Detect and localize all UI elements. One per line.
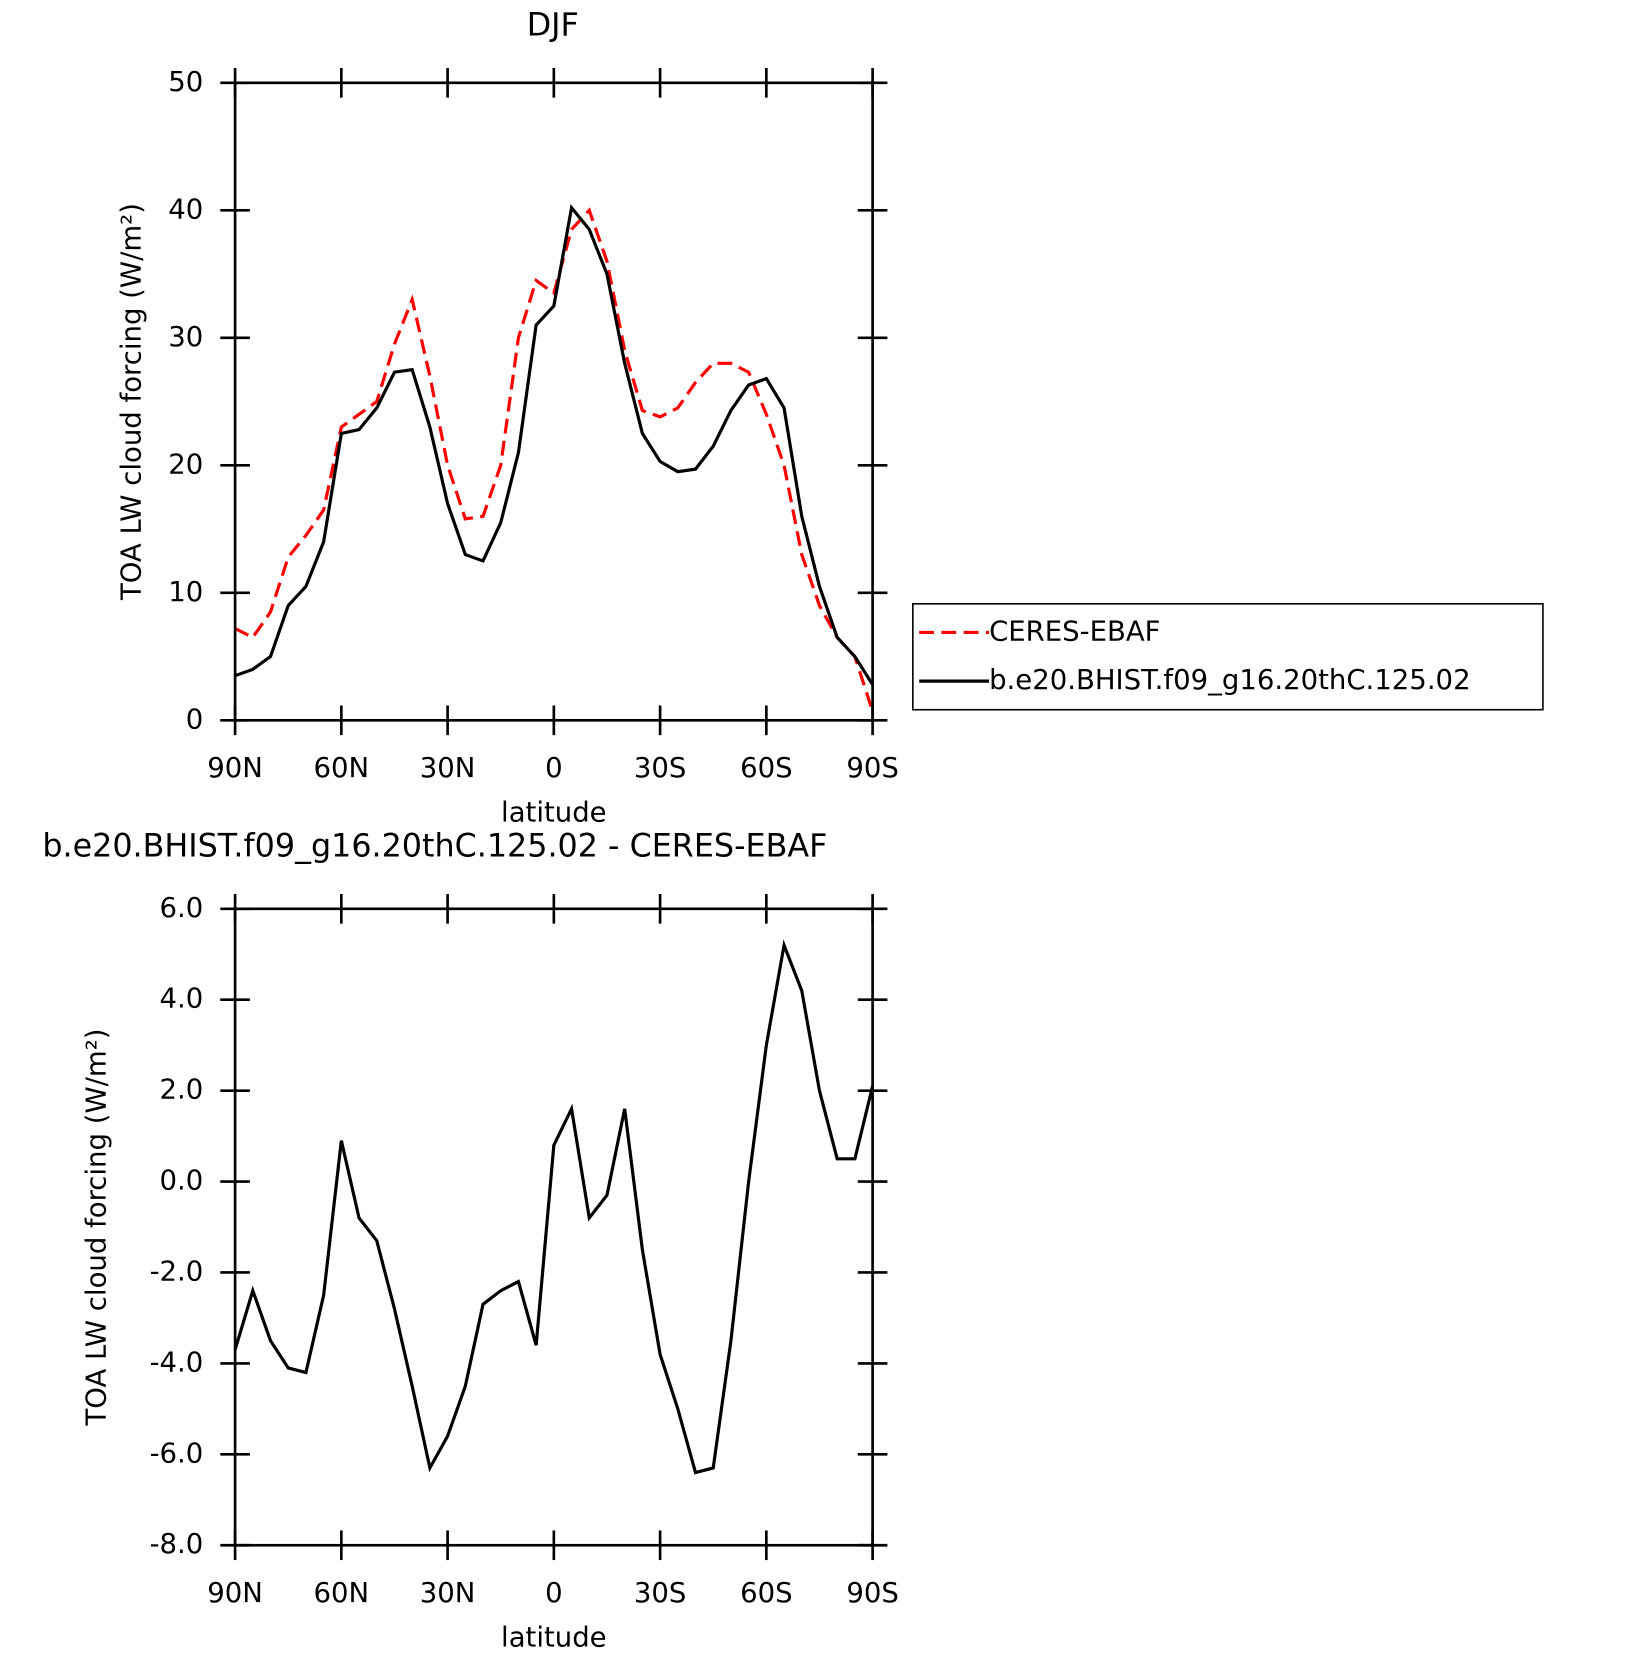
x-tick-label: 60N — [314, 1577, 370, 1609]
x-tick-label: 60S — [740, 752, 792, 784]
x-tick-label: 0 — [545, 1577, 563, 1609]
x-tick-label: 30S — [634, 1577, 686, 1609]
x-tick-label: 30S — [634, 752, 686, 784]
x-tick-label: 90N — [207, 1577, 263, 1609]
y-tick-label: 2.0 — [160, 1074, 204, 1106]
y-tick-label: 30 — [168, 321, 203, 353]
y-axis-label: TOA LW cloud forcing (W/m²) — [115, 203, 147, 601]
y-tick-label: 40 — [168, 193, 203, 225]
x-axis-label: latitude — [501, 1621, 607, 1653]
plot-frame — [233, 907, 874, 1547]
x-tick-label: 30N — [420, 752, 476, 784]
y-tick-label: 6.0 — [160, 892, 204, 924]
y-tick-label: -6.0 — [150, 1437, 204, 1469]
y-tick-label: 0 — [186, 703, 204, 735]
y-axis-label: TOA LW cloud forcing (W/m²) — [80, 1029, 112, 1427]
x-tick-label: 60N — [314, 752, 370, 784]
x-tick-label: 90N — [207, 752, 263, 784]
x-tick-label: 0 — [545, 752, 563, 784]
legend-label: b.e20.BHIST.f09_g16.20thC.125.02 — [989, 664, 1471, 696]
y-tick-label: 10 — [168, 576, 203, 608]
y-tick-label: 0.0 — [160, 1165, 204, 1197]
y-tick-label: 50 — [168, 66, 203, 98]
legend-label: CERES-EBAF — [989, 615, 1160, 647]
y-tick-label: -4.0 — [150, 1346, 204, 1378]
chart-title: b.e20.BHIST.f09_g16.20thC.125.02 - CERES… — [42, 828, 827, 864]
legend-box — [912, 603, 1544, 711]
x-axis-label: latitude — [501, 796, 607, 828]
data-line — [234, 204, 874, 686]
y-tick-label: -8.0 — [150, 1528, 204, 1560]
x-tick-label: 90S — [846, 752, 898, 784]
data-line — [234, 207, 875, 712]
data-line — [233, 939, 875, 1475]
y-tick-label: 4.0 — [160, 983, 204, 1015]
chart-title: DJF — [527, 8, 579, 44]
x-tick-label: 60S — [740, 1577, 792, 1609]
x-tick-label: 30N — [420, 1577, 476, 1609]
y-tick-label: -2.0 — [150, 1255, 204, 1287]
y-tick-label: 20 — [168, 448, 203, 480]
plot-frame — [233, 81, 874, 722]
x-tick-label: 90S — [846, 1577, 898, 1609]
